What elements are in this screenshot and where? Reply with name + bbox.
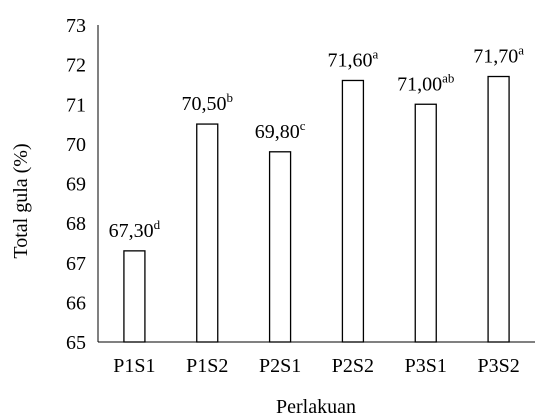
- bar-p1s1: [123, 250, 146, 343]
- x-axis-title: Perlakuan: [276, 396, 356, 418]
- y-tick-label: 72: [66, 55, 86, 77]
- y-tick-label: 70: [66, 134, 86, 156]
- data-label: 71,70a: [473, 43, 524, 68]
- x-tick-label: P3S2: [477, 355, 519, 377]
- data-label-value: 70,50: [182, 93, 227, 115]
- x-tick-label: P1S2: [186, 355, 228, 377]
- data-label-letter: b: [227, 90, 234, 105]
- data-label-letter: d: [154, 217, 161, 232]
- x-tick-label: P2S2: [332, 355, 374, 377]
- x-tick-label: P1S1: [113, 355, 155, 377]
- data-label: 70,50b: [182, 90, 234, 115]
- y-tick-label: 69: [66, 174, 86, 196]
- x-axis-ticks: P1S1 P1S2 P2S1 P2S2 P3S1 P3S2: [113, 355, 519, 377]
- x-tick-label: P3S1: [405, 355, 447, 377]
- y-tick-label: 73: [66, 15, 86, 37]
- data-label-value: 67,30: [109, 220, 154, 242]
- bars: [123, 75, 510, 343]
- y-tick-label: 66: [66, 292, 86, 314]
- bar-p2s2: [341, 79, 365, 343]
- data-label: 67,30d: [109, 217, 161, 242]
- bar-p2s1: [268, 151, 292, 343]
- y-tick-label: 68: [66, 213, 86, 235]
- bar-p3s1: [414, 103, 437, 343]
- y-axis-ticks: 65 66 67 68 69 70 71 72 73: [66, 15, 86, 354]
- y-tick-label: 71: [66, 94, 86, 116]
- data-label-letter: c: [300, 118, 306, 133]
- y-tick-label: 65: [66, 332, 86, 354]
- data-label: 69,80c: [255, 118, 306, 143]
- data-label: 71,60a: [328, 46, 379, 71]
- y-tick-label: 67: [66, 253, 86, 275]
- bar-p1s2: [196, 123, 219, 343]
- bar-p3s2: [487, 75, 510, 343]
- data-label-value: 71,60: [328, 49, 373, 71]
- data-label-letter: ab: [442, 70, 454, 85]
- data-label-value: 71,00: [397, 73, 442, 95]
- data-label-letter: a: [373, 46, 379, 61]
- data-label-letter: a: [518, 43, 524, 58]
- data-label: 71,00ab: [397, 70, 454, 95]
- x-tick-label: P2S1: [259, 355, 301, 377]
- data-label-value: 69,80: [255, 121, 300, 143]
- y-axis-title: Total gula (%): [10, 143, 32, 258]
- data-label-value: 71,70: [473, 46, 518, 68]
